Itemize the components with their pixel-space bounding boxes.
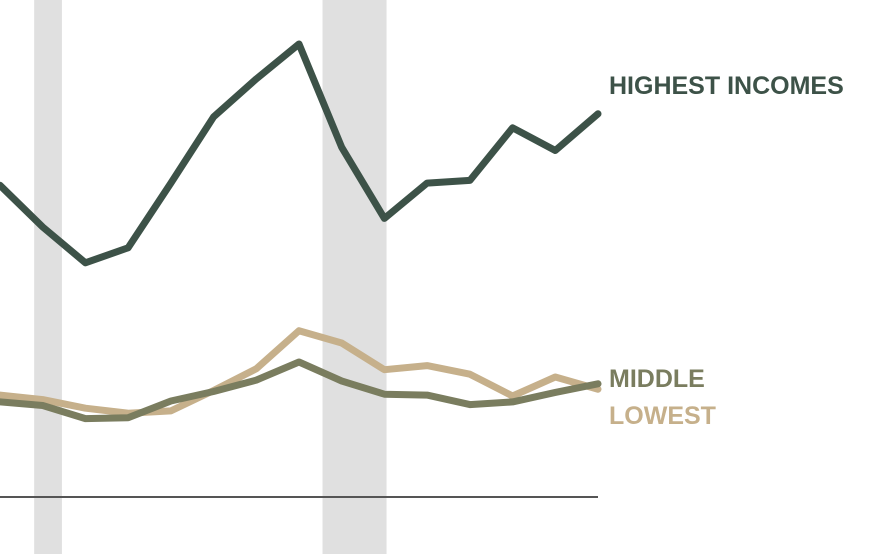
label-highest-incomes: HIGHEST INCOMES <box>609 72 844 100</box>
recession-shading <box>34 0 387 554</box>
series-line-highest-incomes <box>0 40 602 267</box>
series-line-lowest <box>0 327 602 417</box>
series-lines <box>0 40 602 423</box>
label-lowest: LOWEST <box>609 402 716 430</box>
series-line-middle <box>0 358 602 423</box>
label-middle: MIDDLE <box>609 365 705 393</box>
shaded-period-1 <box>34 0 62 554</box>
shaded-period-2 <box>322 0 387 554</box>
